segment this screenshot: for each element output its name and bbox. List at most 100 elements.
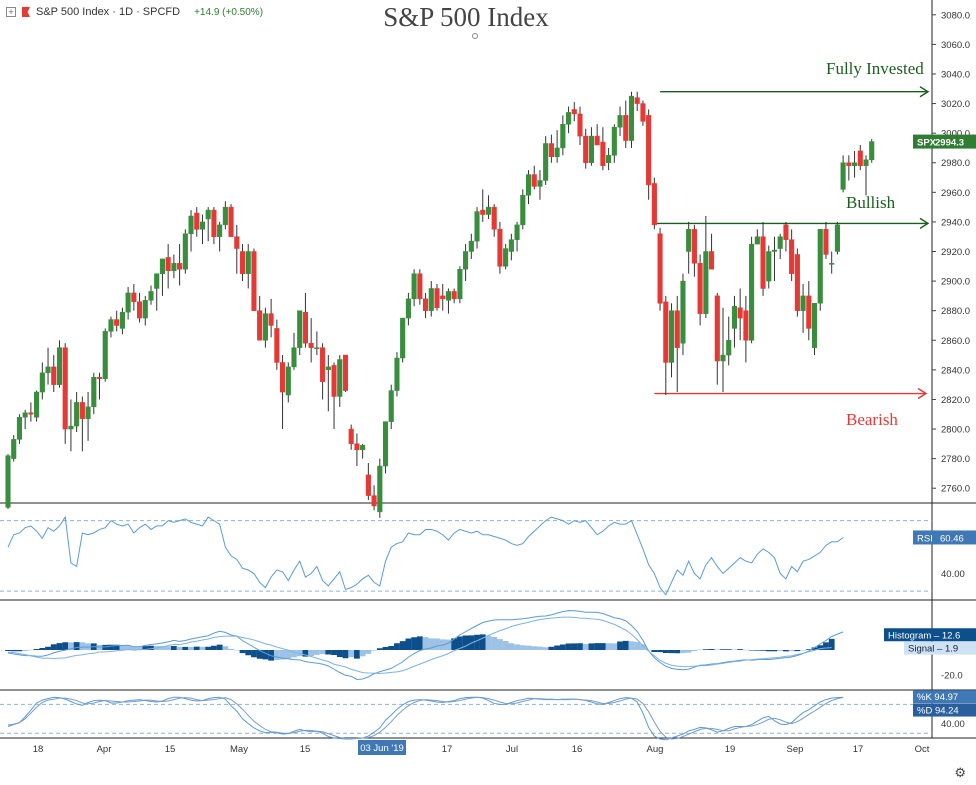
- candle-body: [634, 97, 640, 104]
- candle-body: [257, 310, 263, 341]
- macd-histogram-bar: [27, 649, 34, 651]
- macd-histogram-bar: [508, 643, 515, 650]
- price-tick-label: 2900.0: [941, 277, 970, 288]
- candle-body: [16, 416, 22, 440]
- macd-histogram-bar: [416, 636, 423, 650]
- candle-body: [863, 159, 869, 166]
- candle-body: [222, 206, 228, 226]
- macd-histogram-bar: [176, 646, 183, 650]
- candle-body: [577, 113, 583, 137]
- candle-body: [56, 347, 63, 385]
- candle-body: [245, 251, 251, 274]
- candle-body: [508, 239, 514, 252]
- candle-body: [22, 412, 28, 418]
- candle-body: [114, 319, 120, 326]
- price-axis[interactable]: 2760.0 2780.0 2800.0 2820.0 2840.0 2860.0 2880…: [913, 10, 976, 495]
- settings-gear-icon[interactable]: ⚙: [954, 765, 966, 780]
- price-badge-value: 2994.3: [935, 138, 964, 149]
- macd-histogram-bar: [382, 647, 389, 650]
- macd-histogram-bar: [817, 645, 824, 650]
- symbol-info[interactable]: S&P 500 Index · 1D · SPCFD: [36, 6, 181, 18]
- rsi-badge-value: 60.46: [940, 533, 964, 544]
- macd-histogram-bar: [582, 644, 589, 650]
- macd-histogram-bar: [193, 646, 200, 650]
- macd-histogram-bar: [674, 650, 681, 654]
- candle-body: [325, 366, 331, 371]
- candle-body: [611, 126, 617, 156]
- candle-body: [79, 402, 85, 419]
- price-tick-label: 2880.0: [941, 306, 970, 317]
- candle-body: [491, 206, 497, 230]
- candle-body: [428, 288, 434, 311]
- candle-body: [188, 215, 194, 234]
- candle-body: [737, 307, 743, 319]
- macd-histogram-bar: [296, 650, 303, 657]
- flag-icon[interactable]: [22, 7, 30, 17]
- macd-histogram-bar: [594, 643, 601, 650]
- price-tick-label: 3040.0: [941, 69, 970, 80]
- macd-histogram-bar: [273, 650, 280, 660]
- d-badge: [913, 703, 976, 717]
- macd-histogram-bar: [348, 650, 355, 658]
- macd-histogram-bar: [800, 650, 806, 651]
- price-tick-label: 3080.0: [941, 10, 970, 21]
- price-tick-label: 2940.0: [941, 217, 970, 228]
- candle-body: [554, 147, 560, 158]
- macd-histogram-bar: [188, 647, 194, 650]
- candle-body: [468, 240, 474, 252]
- price-tick-label: 2960.0: [941, 188, 970, 199]
- candle-body: [74, 402, 80, 427]
- macd-histogram-bar: [680, 650, 686, 654]
- macd-histogram-bar: [760, 650, 766, 651]
- title-marker-icon: [472, 33, 478, 39]
- macd-histogram-bar: [537, 646, 543, 650]
- candle-body: [646, 115, 652, 186]
- collapse-icon[interactable]: +: [6, 7, 16, 17]
- candle-body: [628, 95, 635, 141]
- macd-histogram-bar: [617, 641, 623, 650]
- rsi-badge-name: RSI: [917, 533, 933, 544]
- candle-body: [663, 301, 669, 363]
- candle-body: [749, 243, 755, 341]
- candle-body: [302, 311, 308, 344]
- stochastic-pane: 40.00 %K 94.97 %D 94.24: [0, 690, 976, 741]
- macd-histogram-bar: [411, 637, 418, 650]
- price-change: +14.9 (+0.50%): [194, 6, 264, 18]
- macd-histogram-bar: [634, 642, 641, 650]
- price-tick-label: 3000.0: [941, 129, 970, 140]
- candle-body: [623, 115, 629, 141]
- candle-body: [617, 115, 623, 128]
- macd-histogram-bar: [434, 638, 440, 650]
- macd-tick-label: -20.0: [941, 671, 963, 682]
- candle-body: [766, 251, 772, 282]
- candle-body: [199, 221, 206, 230]
- macd-histogram-bar: [731, 649, 738, 650]
- symbol-header: + S&P 500 Index · 1D · SPCFD +14.9 (+0.5…: [6, 4, 263, 20]
- macd-histogram-bar: [708, 649, 715, 650]
- price-tick-label: 2920.0: [941, 247, 970, 258]
- candle-body: [840, 162, 846, 190]
- macd-histogram-bar: [125, 645, 132, 650]
- candle-body: [348, 428, 354, 445]
- macd-histogram-bar: [542, 647, 549, 650]
- candle-body: [371, 495, 377, 507]
- macd-histogram-bar: [291, 650, 297, 658]
- time-axis[interactable]: 18 Apr 15 May 15 03 Jun '19 17 Jul 16 Aug 19 Sep 17 O…: [33, 740, 930, 755]
- candle-body: [268, 313, 274, 326]
- candle-body: [171, 263, 177, 271]
- macd-histogram-bar: [388, 646, 395, 650]
- candle-body: [451, 291, 457, 300]
- time-tick-label: Apr: [97, 744, 112, 755]
- candle-body: [34, 391, 40, 418]
- candle-body: [726, 340, 732, 356]
- macd-histogram-bar: [165, 646, 172, 650]
- macd-histogram-bar: [456, 636, 463, 650]
- histogram-badge-text: Histogram – 12.6: [888, 630, 960, 641]
- candle-body: [297, 310, 303, 348]
- macd-histogram-bar: [245, 650, 252, 656]
- macd-histogram-bar: [62, 642, 69, 650]
- macd-histogram-bar: [211, 645, 217, 650]
